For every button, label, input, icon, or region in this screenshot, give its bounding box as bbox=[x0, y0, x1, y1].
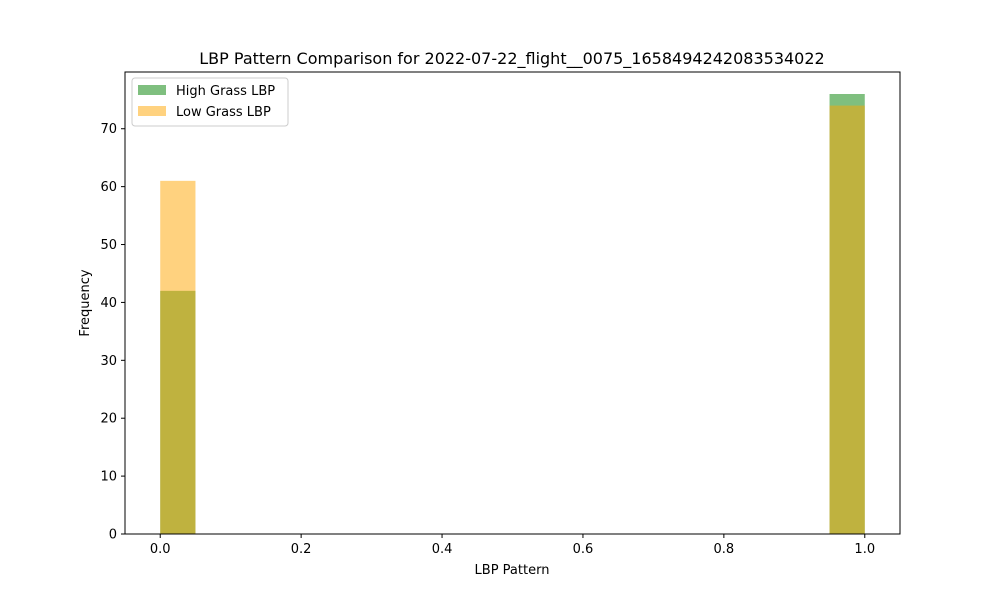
y-tick-label: 50 bbox=[100, 238, 117, 253]
x-tick-label: 0.6 bbox=[573, 542, 594, 557]
x-tick-label: 0.2 bbox=[291, 542, 312, 557]
x-axis-label: LBP Pattern bbox=[475, 563, 550, 578]
y-axis: 0 10 20 30 40 50 60 70 bbox=[100, 122, 125, 543]
legend: High Grass LBP Low Grass LBP bbox=[131, 77, 289, 127]
x-tick-label: 0.4 bbox=[432, 542, 453, 557]
x-tick-label: 1.0 bbox=[854, 542, 875, 557]
y-tick-label: 70 bbox=[100, 122, 117, 137]
legend-label-low-grass: Low Grass LBP bbox=[176, 105, 271, 120]
y-axis-label: Frequency bbox=[78, 269, 93, 336]
x-tick-label: 0.0 bbox=[150, 542, 171, 557]
y-tick-label: 0 bbox=[109, 528, 117, 543]
y-tick-label: 10 bbox=[100, 470, 117, 485]
bars-layer bbox=[160, 94, 865, 534]
chart-title: LBP Pattern Comparison for 2022-07-22_fl… bbox=[199, 49, 824, 69]
bar-low-grass-lbp-1 bbox=[829, 105, 865, 534]
y-tick-label: 20 bbox=[100, 412, 117, 427]
bar-low-grass-lbp-0 bbox=[160, 180, 196, 534]
legend-swatch-high-grass bbox=[138, 85, 166, 95]
y-tick-label: 60 bbox=[100, 180, 117, 195]
legend-frame bbox=[131, 77, 289, 127]
x-tick-label: 0.8 bbox=[714, 542, 735, 557]
legend-swatch-low-grass bbox=[138, 106, 166, 116]
legend-label-high-grass: High Grass LBP bbox=[176, 84, 275, 99]
y-tick-label: 40 bbox=[100, 296, 117, 311]
x-axis: 0.0 0.2 0.4 0.6 0.8 1.0 bbox=[150, 534, 875, 557]
y-tick-label: 30 bbox=[100, 354, 117, 369]
plot-area-frame bbox=[124, 71, 901, 535]
